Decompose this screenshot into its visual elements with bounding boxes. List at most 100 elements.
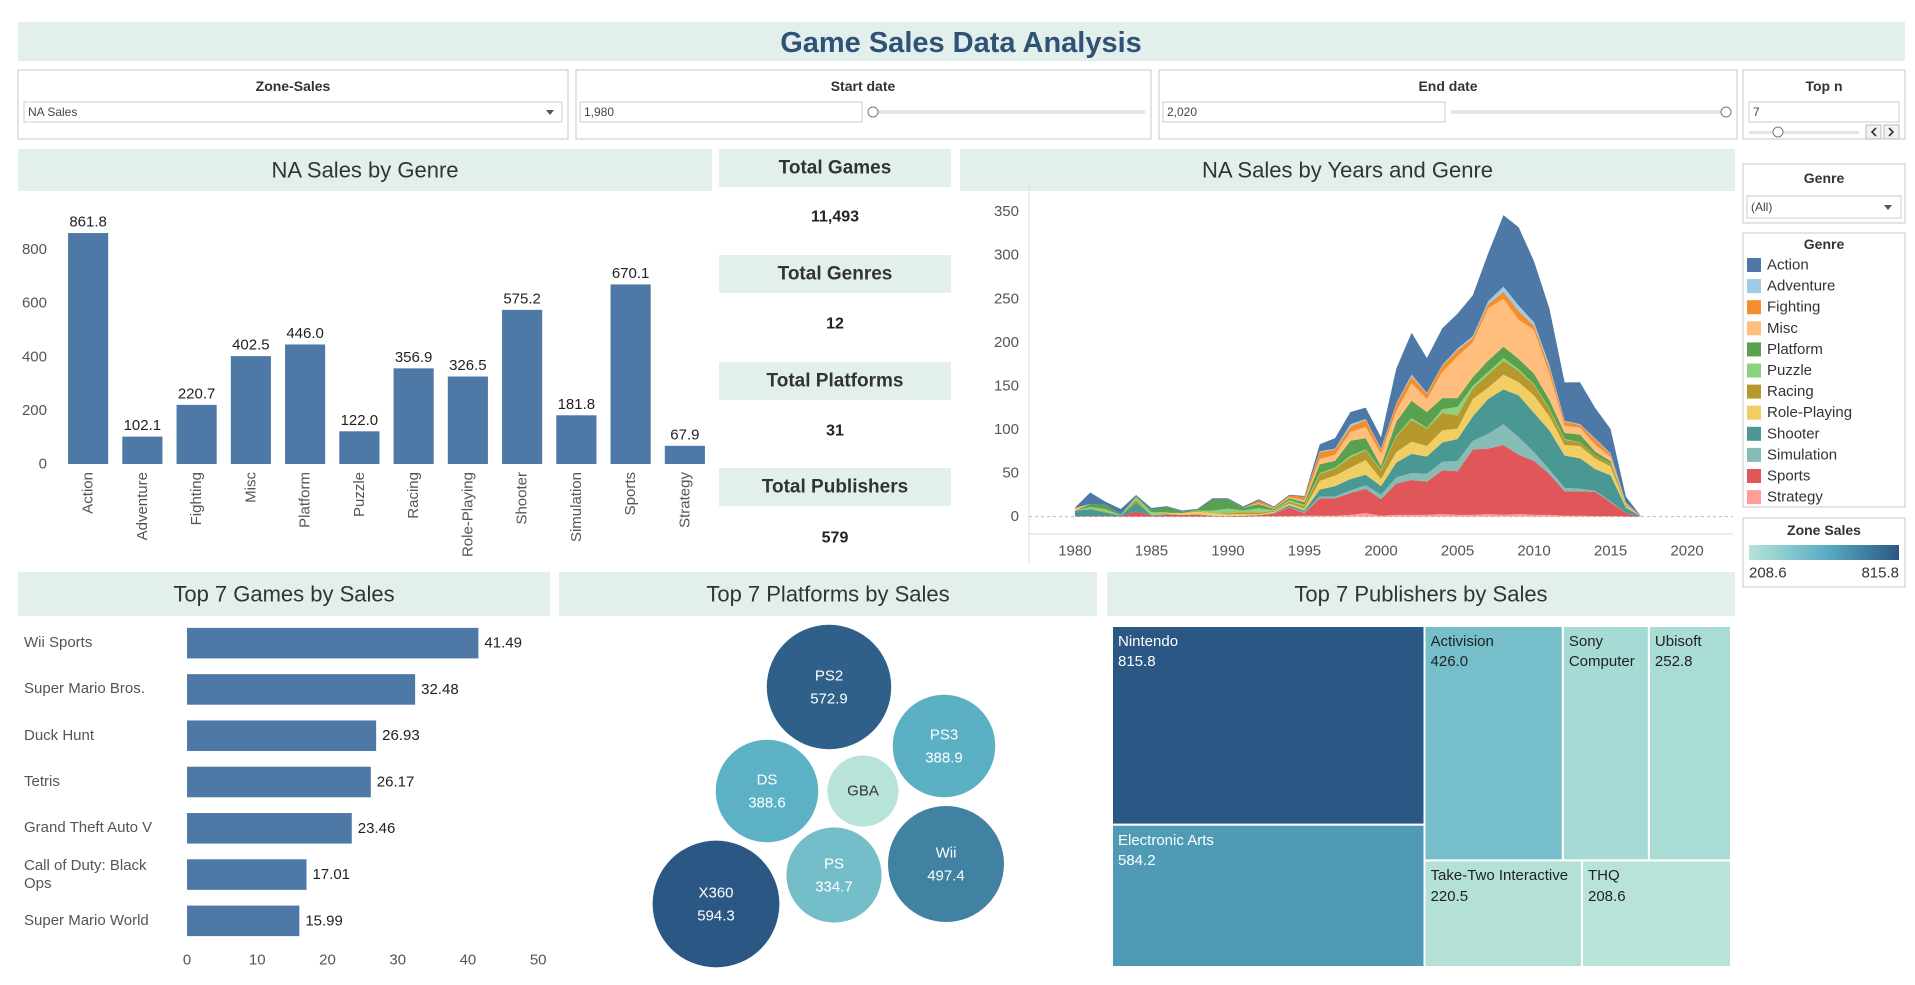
dropdown[interactable] bbox=[1746, 195, 1902, 219]
bubble-value: 497.4 bbox=[927, 868, 965, 885]
date-input-value: 2,020 bbox=[1167, 105, 1197, 119]
cell-value: 584.2 bbox=[1118, 851, 1156, 869]
bar-value-label: 356.9 bbox=[395, 349, 433, 366]
x-tick-label: Fighting bbox=[188, 472, 205, 525]
slider-handle[interactable] bbox=[1720, 106, 1732, 118]
panel-header bbox=[960, 149, 1735, 191]
bubble-value: 572.9 bbox=[810, 691, 848, 708]
y-tick-label: Grand Theft Auto V bbox=[24, 819, 153, 837]
slider-handle[interactable] bbox=[867, 106, 879, 118]
bar-value-label: 41.49 bbox=[484, 635, 522, 652]
bar bbox=[187, 720, 377, 751]
bubble bbox=[827, 755, 899, 827]
dropdown[interactable] bbox=[23, 101, 563, 123]
chart-title: Top 7 Publishers by Sales bbox=[1294, 582, 1547, 607]
cell-label: THQ bbox=[1588, 867, 1620, 885]
chart-title: Top 7 Platforms by Sales bbox=[706, 582, 949, 607]
x-tick-label: 2015 bbox=[1594, 543, 1627, 560]
area-layer bbox=[1074, 215, 1688, 517]
slider-handle[interactable] bbox=[1772, 126, 1784, 138]
bubble-label: PS bbox=[824, 856, 844, 873]
step-back-button[interactable] bbox=[1865, 124, 1882, 140]
area-layer bbox=[1074, 513, 1688, 517]
bubble bbox=[892, 694, 996, 798]
x-tick-label: Adventure bbox=[134, 472, 151, 540]
dropdown-arrow[interactable] bbox=[1884, 205, 1892, 210]
legend-swatch bbox=[1747, 321, 1761, 336]
legend-label: Platform bbox=[1767, 341, 1823, 358]
bubble-value: 594.3 bbox=[697, 908, 735, 925]
cell-value: 252.8 bbox=[1654, 653, 1693, 671]
cell-value: 220.5 bbox=[1430, 887, 1469, 905]
bar bbox=[664, 445, 705, 464]
date-input-value: 1,980 bbox=[584, 105, 614, 119]
label-box: Electronic Arts 584.2 bbox=[1118, 831, 1214, 869]
bar-value-label: 220.7 bbox=[178, 385, 216, 402]
legend-title: Zone Sales bbox=[1787, 522, 1861, 538]
date-input[interactable] bbox=[579, 101, 863, 123]
bar bbox=[176, 404, 217, 464]
bar bbox=[187, 674, 416, 705]
x-tick-label: 1980 bbox=[1058, 543, 1091, 560]
dropdown-arrow[interactable] bbox=[546, 110, 554, 115]
bubble bbox=[715, 739, 819, 843]
legend-swatch bbox=[1747, 426, 1761, 441]
y-tick-label: Super Mario World bbox=[24, 911, 149, 929]
legend-label: Puzzle bbox=[1767, 362, 1812, 379]
bar-value-label: 181.8 bbox=[558, 396, 596, 413]
y-tick-label: 100 bbox=[994, 421, 1019, 438]
bar-value-label: 23.46 bbox=[358, 820, 396, 837]
cell-value: 426.0 bbox=[1430, 653, 1469, 671]
dropdown-value: (All) bbox=[1751, 200, 1772, 214]
x-tick-label: Sports bbox=[622, 472, 639, 515]
x-tick-label: 40 bbox=[460, 952, 477, 969]
x-tick-label: 2020 bbox=[1670, 543, 1703, 560]
chart-title: NA Sales by Years and Genre bbox=[1202, 158, 1493, 183]
label-box: Sony Computer bbox=[1569, 633, 1635, 670]
chevron-right[interactable] bbox=[1888, 127, 1895, 137]
label-box: Take-Two Interactive 220.5 bbox=[1430, 867, 1569, 905]
filter-label: Start date bbox=[831, 78, 896, 94]
label-box: Activision 426.0 bbox=[1430, 633, 1494, 671]
kpi-label: Total Genres bbox=[778, 264, 893, 285]
bar bbox=[68, 233, 109, 464]
filter-label: Top n bbox=[1805, 78, 1842, 94]
label-box: Ubisoft 252.8 bbox=[1654, 633, 1702, 671]
label-box: Super Mario Bros. bbox=[24, 680, 145, 698]
x-tick-label: Strategy bbox=[676, 472, 693, 528]
bar bbox=[187, 905, 300, 937]
cell-label: Electronic Arts bbox=[1118, 831, 1214, 849]
y-tick-label: 600 bbox=[22, 295, 47, 312]
treemap-cell bbox=[1111, 823, 1426, 968]
area-layer bbox=[1074, 360, 1688, 517]
label-box: Super Mario World bbox=[24, 911, 149, 929]
bar-value-label: 402.5 bbox=[232, 337, 270, 354]
treemap-cell bbox=[1423, 859, 1584, 968]
x-tick-label: Puzzle bbox=[351, 472, 368, 517]
label-box: THQ 208.6 bbox=[1588, 867, 1626, 904]
slider-track[interactable] bbox=[1451, 110, 1731, 114]
x-tick-label: 50 bbox=[530, 952, 547, 969]
y-tick-label: Super Mario Bros. bbox=[24, 680, 145, 698]
step-forward-button[interactable] bbox=[1883, 124, 1900, 140]
number-input[interactable] bbox=[1748, 101, 1900, 123]
x-tick-label: 20 bbox=[319, 952, 336, 969]
x-tick-label: Misc bbox=[242, 472, 259, 503]
x-tick-label: 2010 bbox=[1517, 543, 1550, 560]
slider-track[interactable] bbox=[868, 110, 1145, 114]
bar bbox=[447, 376, 488, 464]
x-tick-label: 1990 bbox=[1211, 543, 1244, 560]
date-input[interactable] bbox=[1162, 101, 1446, 123]
treemap-cell bbox=[1561, 625, 1650, 862]
y-tick-label: 800 bbox=[22, 241, 47, 258]
filter-label: Genre bbox=[1804, 170, 1845, 186]
bar-value-label: 26.93 bbox=[382, 727, 420, 744]
chevron-left[interactable] bbox=[1870, 127, 1877, 137]
y-tick-label: 150 bbox=[994, 377, 1019, 394]
bar-value-label: 26.17 bbox=[377, 774, 415, 791]
color-max-label: 815.8 bbox=[1861, 565, 1899, 582]
slider-track[interactable] bbox=[1749, 131, 1859, 134]
y-tick-label: Tetris bbox=[24, 772, 60, 790]
bar bbox=[556, 415, 597, 464]
kpi-header bbox=[719, 362, 951, 400]
